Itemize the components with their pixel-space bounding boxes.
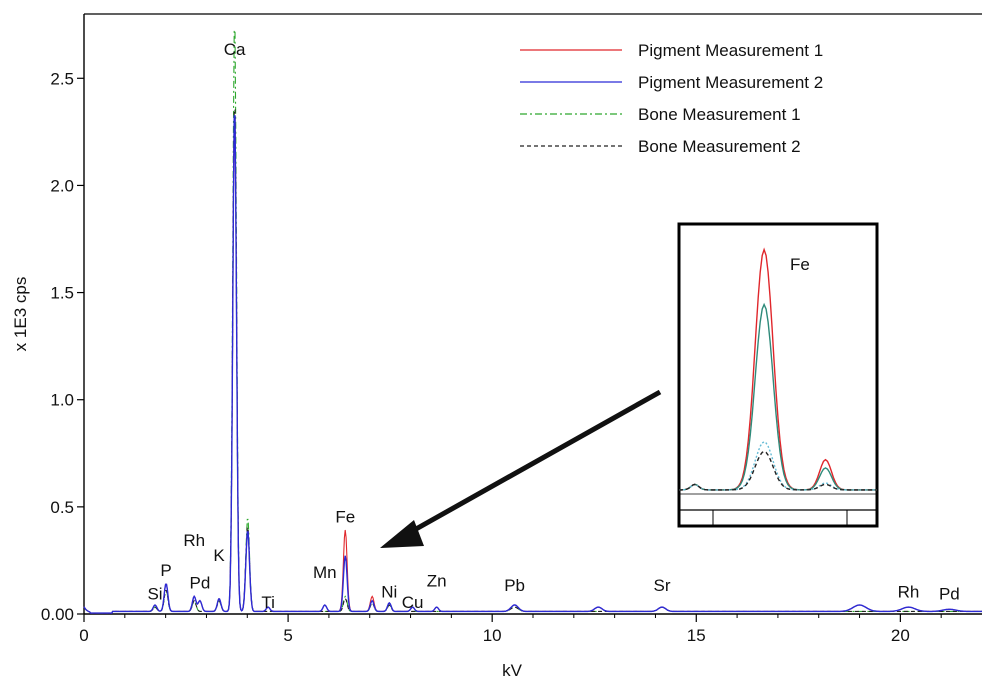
inset-fe-label: Fe xyxy=(790,255,810,274)
inset-curve-3 xyxy=(679,450,877,491)
peak-label: Pd xyxy=(190,574,211,593)
peak-label: Fe xyxy=(335,507,355,526)
peak-label: Sr xyxy=(653,576,670,595)
peak-label: Cu xyxy=(402,593,424,612)
peak-label: Pd xyxy=(939,584,960,603)
x-axis-label: kV xyxy=(502,661,523,680)
series-layer xyxy=(83,29,982,614)
peak-label: Rh xyxy=(183,531,205,550)
inset-frame xyxy=(677,222,879,528)
x-tick-label: 10 xyxy=(483,626,502,645)
y-tick-label: 1.5 xyxy=(50,284,74,303)
peak-label: Ti xyxy=(261,593,275,612)
inset-curves xyxy=(679,247,877,491)
peak-label: Rh xyxy=(898,582,920,601)
series-line-1 xyxy=(83,115,982,614)
peak-label: Ca xyxy=(224,40,246,59)
y-tick-label: 0.5 xyxy=(50,498,74,517)
peak-label: Si xyxy=(147,584,162,603)
arrow-head-icon xyxy=(380,520,424,548)
legend: Pigment Measurement 1 Pigment Measurement… xyxy=(520,41,823,156)
y-tick-label: 2.5 xyxy=(50,69,74,88)
x-tick-label: 0 xyxy=(79,626,88,645)
y-axis-ticks: 0.00 0.5 1.0 1.5 2.0 2.5 xyxy=(41,69,84,624)
pointer-arrow xyxy=(380,389,662,548)
y-tick-label: 0.00 xyxy=(41,605,74,624)
arrow-shaft xyxy=(398,389,662,541)
y-tick-label: 1.0 xyxy=(50,391,74,410)
legend-label: Bone Measurement 1 xyxy=(638,105,801,124)
peak-label: Zn xyxy=(427,572,447,591)
legend-label: Bone Measurement 2 xyxy=(638,137,801,156)
peak-label: Pb xyxy=(504,576,525,595)
legend-label: Pigment Measurement 1 xyxy=(638,41,823,60)
x-tick-label: 15 xyxy=(687,626,706,645)
peak-label: Mn xyxy=(313,563,337,582)
peak-label: Ni xyxy=(381,582,397,601)
y-tick-label: 2.0 xyxy=(50,176,74,195)
peak-label: K xyxy=(213,546,225,565)
fe-inset: Fe xyxy=(677,222,879,528)
legend-label: Pigment Measurement 2 xyxy=(638,73,823,92)
x-tick-label: 5 xyxy=(283,626,292,645)
x-tick-label: 20 xyxy=(891,626,910,645)
y-axis-label: x 1E3 cps xyxy=(11,277,30,352)
peak-label: P xyxy=(160,561,171,580)
x-axis-ticks: 0 5 10 15 20 xyxy=(79,614,942,645)
